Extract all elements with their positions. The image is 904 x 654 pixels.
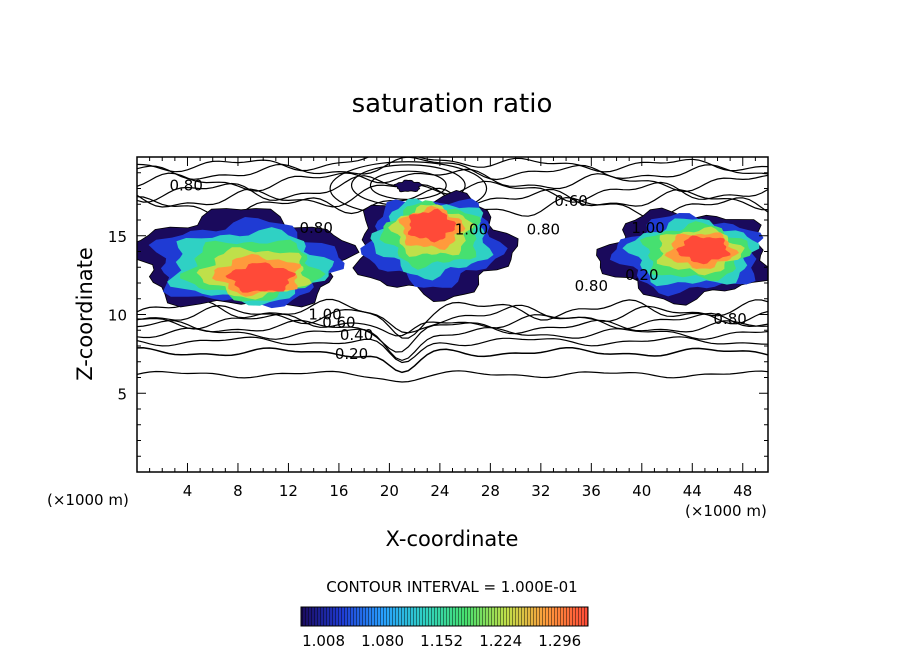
- y-tick-label: 10: [108, 307, 127, 325]
- contour-label: 1.00: [631, 219, 664, 237]
- contour-label: 0.80: [575, 277, 608, 295]
- contour-label: 0.20: [625, 266, 658, 284]
- contour-interval-text: CONTOUR INTERVAL = 1.000E-01: [326, 578, 577, 596]
- y-tick-label: 5: [117, 385, 127, 403]
- x-tick-label: 16: [329, 482, 348, 500]
- contour-label: 0.20: [335, 345, 368, 363]
- colorbar-tick-label: 1.080: [361, 632, 404, 650]
- contour-label: 0.80: [713, 310, 746, 328]
- contour-labels: 0.80 0.60 0.80 1.00 0.80 1.00 0.20 0.80 0.80 1.00…: [170, 176, 747, 363]
- x-unit-right: (×1000 m): [685, 502, 767, 520]
- x-tick-label: 8: [233, 482, 243, 500]
- contour-label: 0.40: [340, 326, 373, 344]
- contour-line: [137, 312, 768, 337]
- x-tick-label: 32: [531, 482, 550, 500]
- colorbar-stripes: [301, 607, 588, 626]
- plot-area: 0.80 0.60 0.80 1.00 0.80 1.00 0.20 0.80 0.80 1.00…: [137, 157, 768, 383]
- colorbar-tick-label: 1.008: [302, 632, 345, 650]
- x-tick-label: 40: [632, 482, 651, 500]
- x-tick-label: 36: [582, 482, 601, 500]
- colorbar-ticks: 1.008 1.080 1.152 1.224 1.296: [302, 632, 581, 650]
- supersaturation-fill: [407, 208, 457, 243]
- x-tick-label: 28: [481, 482, 500, 500]
- contour-line: [137, 319, 768, 353]
- contour-lines: [137, 157, 768, 383]
- contour-label: 1.00: [455, 220, 488, 238]
- colorbar-tick-label: 1.224: [479, 632, 522, 650]
- supersaturation-fills: [137, 179, 768, 309]
- contour-label: 0.80: [170, 176, 203, 194]
- x-axis-label: X-coordinate: [386, 527, 519, 551]
- chart-title: saturation ratio: [352, 89, 553, 119]
- y-tick-label: 15: [108, 228, 127, 246]
- x-tick-label: 4: [183, 482, 193, 500]
- colorbar-tick-label: 1.296: [538, 632, 581, 650]
- contour-label: 0.60: [322, 313, 355, 331]
- x-unit-left: (×1000 m): [47, 491, 129, 509]
- contour-line: [137, 298, 768, 339]
- contour-label: 1.00: [308, 306, 341, 324]
- colorbar: 1.008 1.080 1.152 1.224 1.296: [300, 606, 589, 650]
- contour-line: [137, 304, 768, 334]
- contour-line: [137, 157, 768, 173]
- supersaturation-fill: [393, 179, 423, 193]
- y-axis-label: Z-coordinate: [73, 247, 97, 381]
- contour-line: [137, 326, 768, 362]
- contour-label: 0.80: [300, 219, 333, 237]
- colorbar-tick-label: 1.152: [420, 632, 463, 650]
- x-tick-label: 44: [683, 482, 702, 500]
- colorbar-frame: [300, 606, 589, 627]
- contour-label: 0.80: [527, 220, 560, 238]
- contour-label: 0.60: [554, 192, 587, 210]
- supersaturation-fill: [676, 235, 731, 265]
- x-tick-label: 24: [430, 482, 449, 500]
- x-tick-label: 48: [733, 482, 752, 500]
- contour-line: [137, 157, 768, 181]
- contour-line: [137, 370, 768, 383]
- x-tick-label: 12: [279, 482, 298, 500]
- contour-line: [137, 346, 768, 374]
- contour-line: [137, 336, 768, 364]
- supersaturation-fill: [225, 262, 297, 293]
- x-tick-label: 20: [380, 482, 399, 500]
